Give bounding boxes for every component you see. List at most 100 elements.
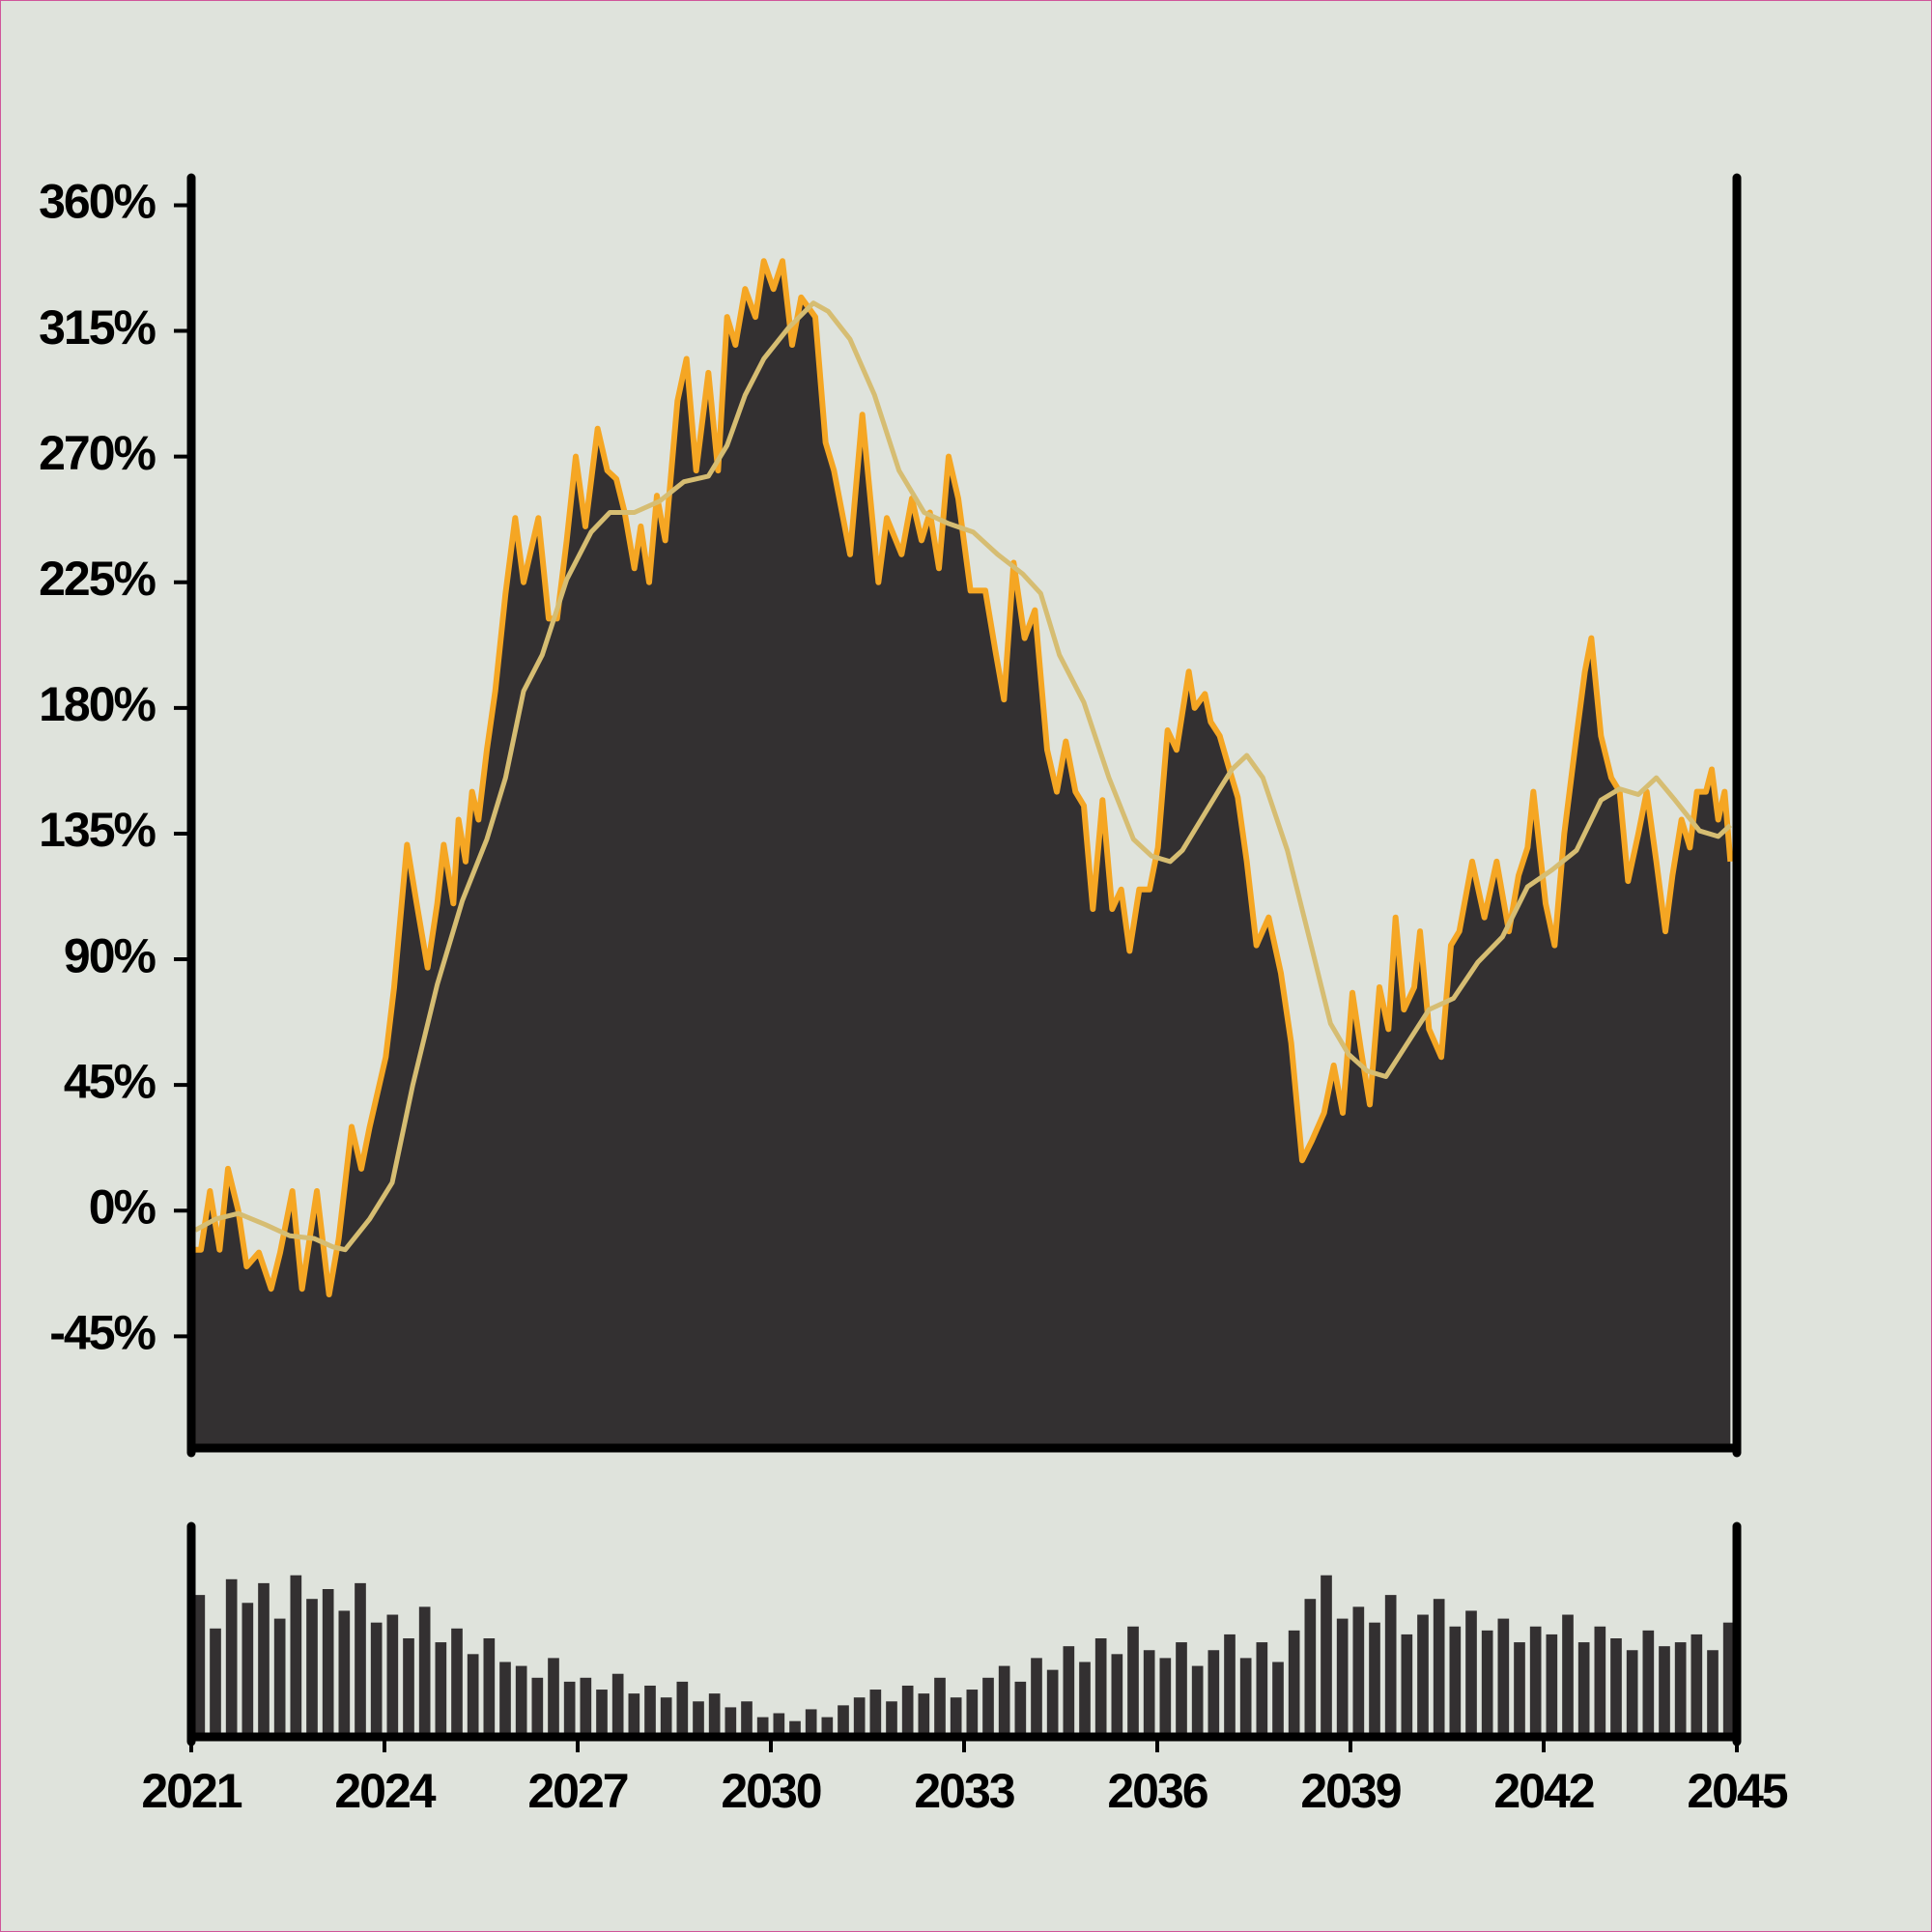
volume-bar [403,1638,414,1737]
volume-bar [982,1677,994,1737]
x-tick-label: 2027 [527,1764,627,1818]
volume-bar [1690,1634,1703,1737]
volume-bar [1191,1665,1204,1737]
volume-bar [660,1697,672,1737]
x-tick-label: 2036 [1107,1764,1207,1818]
volume-bar [563,1681,576,1737]
volume-bar [1642,1630,1655,1737]
volume-bar [998,1665,1010,1737]
volume-bar [966,1690,979,1737]
volume-bar [886,1701,897,1737]
x-tick-label: 2030 [721,1764,820,1818]
volume-bar [242,1603,254,1737]
volume-bar [1239,1658,1252,1737]
volume-bar [1401,1634,1413,1737]
volume-bar [1272,1662,1284,1737]
volume-bar [869,1690,882,1737]
line [195,258,1734,1297]
volume-bar [1094,1638,1107,1737]
y-tick-label: 135% [39,803,156,857]
volume-bar [531,1677,544,1737]
volume-bar [1433,1599,1445,1737]
y-tick-label: 315% [39,300,156,355]
volume-bar [1014,1681,1027,1737]
volume-bar [499,1662,511,1737]
y-tick-label: 0% [89,1179,156,1234]
volume-bar [789,1720,801,1737]
volume-bar [1529,1626,1542,1737]
volume-bar [724,1707,737,1737]
volume-bar [1352,1606,1365,1737]
volume-bar [805,1709,817,1737]
volume-bar [193,1595,206,1737]
volume-bar [1562,1614,1574,1737]
volume-bar [1546,1634,1558,1737]
volume-bar [483,1638,496,1737]
y-tick-label: 90% [64,928,156,982]
volume-bar [1514,1642,1525,1737]
y-tick-label: 180% [39,677,156,731]
volume-bar [386,1614,399,1737]
line [193,300,1733,1253]
y-tick-label: 360% [39,175,156,229]
volume-bar [1208,1650,1220,1737]
volume-bar [1079,1662,1091,1737]
volume-bar [1384,1595,1397,1737]
volume-bar [1594,1626,1606,1737]
volume-bar [290,1575,302,1737]
volume-bar [1577,1642,1590,1737]
volume-bar [1111,1654,1123,1737]
volume-bar [210,1628,221,1737]
y-tick-label: 270% [39,426,156,480]
volume-bar [901,1685,914,1737]
volume-bar [1304,1599,1317,1737]
volume-bar [273,1618,286,1737]
volume-bar [918,1693,930,1737]
volume-bar [934,1677,946,1737]
volume-bar [1610,1638,1622,1737]
volume-bar [1321,1575,1332,1737]
volume-bar [451,1628,463,1737]
x-tick-label: 2024 [334,1764,436,1818]
volume-bar [306,1599,318,1737]
volume-bar [1336,1618,1349,1737]
y-tick-label: -45% [49,1306,156,1360]
volume-bar [258,1582,270,1737]
volume-bar [225,1578,238,1737]
volume-bar [853,1697,866,1737]
volume-bar [676,1681,689,1737]
volume-bar [693,1701,704,1737]
volume-bar [628,1693,640,1737]
volume-bar [548,1658,559,1737]
volume-bar [515,1665,527,1737]
x-tick-label: 2039 [1300,1764,1400,1818]
volume-bar [1288,1630,1300,1737]
volume-bar [1143,1650,1155,1737]
volume-bar [1497,1618,1510,1737]
volume-bar [1369,1622,1380,1737]
volume-bar [1674,1642,1687,1737]
volume-bar [838,1705,849,1737]
volume-bar [1176,1642,1187,1737]
volume-bar [1127,1626,1139,1737]
x-tick-label: 2033 [914,1764,1013,1818]
volume-bar [708,1693,721,1737]
volume-bar [644,1685,656,1737]
volume-bar [418,1606,431,1737]
x-tick-label: 2042 [1493,1764,1593,1818]
volume-bar [467,1654,479,1737]
volume-bar [370,1622,383,1737]
volume-bar [773,1713,785,1737]
x-tick-label: 2021 [141,1764,242,1818]
volume-bar [1465,1610,1477,1737]
volume-bar [1159,1658,1172,1737]
volume-bar [580,1677,592,1737]
volume-bar [1224,1634,1236,1737]
volume-bar [1417,1614,1429,1737]
volume-bar [756,1717,769,1737]
volume-bar [322,1589,334,1737]
volume-bar [1481,1630,1493,1737]
volume-bar [1449,1626,1462,1737]
volume-bar [435,1642,447,1737]
